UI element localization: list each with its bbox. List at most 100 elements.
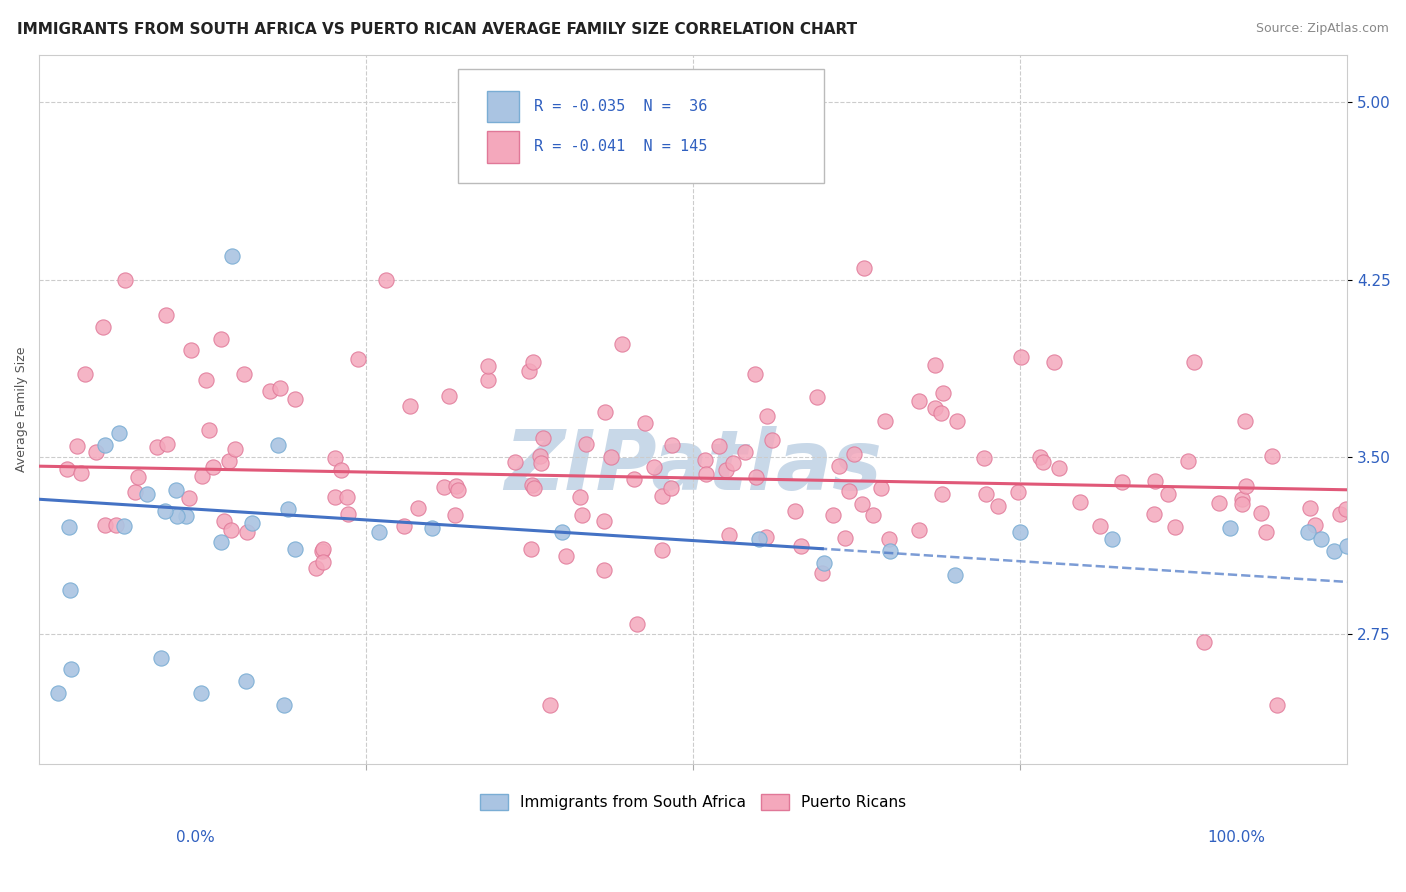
Point: [946, 414, 969, 428]
Point: [1010, 350, 1032, 364]
Point: [166, 508, 188, 523]
Point: [530, 456, 553, 470]
Point: [104, 517, 127, 532]
Point: [870, 481, 893, 495]
Point: [336, 490, 359, 504]
Point: [823, 508, 845, 523]
Point: [91, 319, 114, 334]
Y-axis label: Average Family Size: Average Family Size: [15, 347, 28, 472]
Point: [1234, 478, 1257, 492]
Point: [108, 426, 131, 441]
Point: [1043, 355, 1066, 369]
Point: [312, 555, 335, 569]
Point: [924, 401, 946, 415]
Point: [209, 535, 232, 549]
Point: [56, 461, 79, 475]
Point: [748, 533, 770, 547]
Point: [284, 392, 307, 407]
Point: [311, 541, 333, 556]
Point: [862, 508, 884, 523]
Point: [623, 472, 645, 486]
Text: R = -0.035  N =  36: R = -0.035 N = 36: [534, 99, 707, 113]
Point: [209, 332, 232, 346]
Point: [517, 364, 540, 378]
Point: [1111, 475, 1133, 490]
Point: [1233, 414, 1256, 428]
Point: [135, 487, 157, 501]
Point: [420, 520, 443, 534]
Point: [1144, 474, 1167, 488]
Point: [48, 686, 70, 700]
Point: [236, 524, 259, 539]
Text: Source: ZipAtlas.com: Source: ZipAtlas.com: [1256, 22, 1389, 36]
Point: [330, 463, 353, 477]
Point: [1032, 454, 1054, 468]
FancyBboxPatch shape: [486, 91, 519, 122]
Point: [1260, 449, 1282, 463]
Point: [235, 674, 257, 689]
Legend: Immigrants from South Africa, Puerto Ricans: Immigrants from South Africa, Puerto Ric…: [474, 789, 912, 816]
Point: [1208, 496, 1230, 510]
Point: [277, 502, 299, 516]
Point: [1069, 494, 1091, 508]
FancyBboxPatch shape: [486, 131, 519, 163]
Point: [1310, 533, 1333, 547]
Point: [633, 416, 655, 430]
Point: [853, 260, 876, 275]
Point: [924, 358, 946, 372]
Point: [212, 514, 235, 528]
Point: [165, 483, 187, 498]
Point: [58, 520, 80, 534]
Point: [232, 367, 254, 381]
Point: [551, 525, 574, 540]
Point: [734, 445, 756, 459]
Text: 0.0%: 0.0%: [176, 830, 215, 845]
Point: [305, 561, 328, 575]
Point: [520, 541, 543, 556]
Point: [806, 390, 828, 404]
Point: [838, 484, 860, 499]
Point: [756, 409, 779, 424]
Point: [153, 503, 176, 517]
Point: [973, 451, 995, 466]
Point: [1303, 517, 1326, 532]
Point: [529, 449, 551, 463]
Point: [93, 517, 115, 532]
Point: [908, 523, 931, 537]
Point: [127, 470, 149, 484]
Point: [1157, 487, 1180, 501]
Point: [931, 486, 953, 500]
Point: [1254, 524, 1277, 539]
Point: [1336, 540, 1358, 554]
Point: [661, 438, 683, 452]
Point: [392, 519, 415, 533]
Point: [194, 374, 217, 388]
Point: [443, 508, 465, 523]
Point: [240, 516, 263, 530]
Point: [1010, 525, 1032, 540]
Point: [218, 454, 240, 468]
Point: [592, 563, 614, 577]
Point: [695, 467, 717, 481]
Point: [721, 456, 744, 470]
Point: [651, 543, 673, 558]
Point: [202, 459, 225, 474]
Point: [1250, 506, 1272, 520]
Point: [716, 462, 738, 476]
Point: [568, 490, 591, 504]
Point: [834, 531, 856, 545]
Point: [1265, 698, 1288, 712]
Point: [593, 405, 616, 419]
Point: [1101, 533, 1123, 547]
Point: [477, 359, 499, 373]
Point: [651, 490, 673, 504]
Point: [60, 662, 83, 676]
Text: ZIPatlas: ZIPatlas: [505, 425, 882, 507]
Point: [932, 385, 955, 400]
Point: [643, 459, 665, 474]
Point: [1323, 544, 1346, 558]
Point: [444, 479, 467, 493]
Point: [879, 532, 901, 546]
Point: [311, 544, 333, 558]
Point: [571, 508, 593, 523]
